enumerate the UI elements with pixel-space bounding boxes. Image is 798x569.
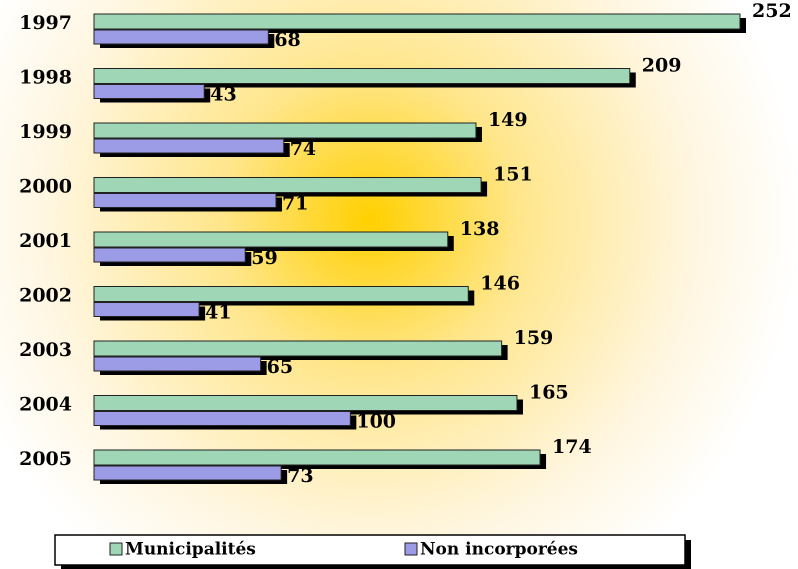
data-label: 149 [488, 109, 528, 131]
legend-label: Municipalités [125, 540, 256, 560]
bar [93, 68, 631, 84]
data-label: 165 [529, 382, 569, 404]
y-tick-label: 2002 [19, 285, 72, 307]
y-tick-label: 1999 [19, 121, 72, 143]
bar [93, 177, 482, 193]
y-tick-label: 2005 [19, 448, 72, 470]
data-label: 43 [210, 84, 236, 106]
bar [93, 356, 262, 372]
y-tick-label: 2001 [19, 230, 72, 252]
data-label: 68 [274, 29, 300, 51]
bar [93, 302, 200, 317]
bar [93, 395, 518, 411]
data-label: 146 [480, 273, 520, 295]
y-tick-label: 1998 [19, 67, 72, 89]
legend-box [54, 534, 686, 566]
data-label: 252 [752, 0, 792, 22]
legend-swatch [404, 542, 418, 556]
data-label: 71 [282, 193, 308, 215]
bar [93, 13, 741, 30]
y-tick-label: 2003 [19, 339, 72, 361]
data-label: 151 [493, 164, 533, 186]
legend-swatch [109, 542, 123, 556]
data-label: 174 [552, 436, 592, 458]
data-label: 41 [205, 302, 231, 324]
bar [93, 411, 351, 426]
data-label: 100 [356, 411, 396, 433]
bar [93, 286, 469, 302]
data-label: 159 [514, 327, 554, 349]
bar [93, 122, 477, 139]
bar [93, 29, 269, 45]
data-label: 59 [251, 247, 277, 269]
bar [93, 138, 285, 154]
data-label: 74 [290, 138, 316, 160]
data-label: 209 [642, 55, 682, 77]
bar [93, 231, 449, 248]
y-tick-label: 2000 [19, 176, 72, 198]
bar [93, 84, 205, 99]
y-tick-label: 2004 [19, 394, 72, 416]
legend: Municipalités Non incorporées [54, 534, 691, 569]
bar [93, 465, 282, 481]
data-label: 138 [460, 218, 500, 240]
bar [93, 449, 541, 466]
data-label: 73 [287, 465, 313, 487]
bar [93, 340, 503, 357]
bar [93, 193, 277, 208]
data-label: 65 [267, 356, 293, 378]
bar [93, 247, 246, 263]
y-tick-label: 1997 [19, 12, 72, 34]
legend-label: Non incorporées [420, 540, 578, 560]
